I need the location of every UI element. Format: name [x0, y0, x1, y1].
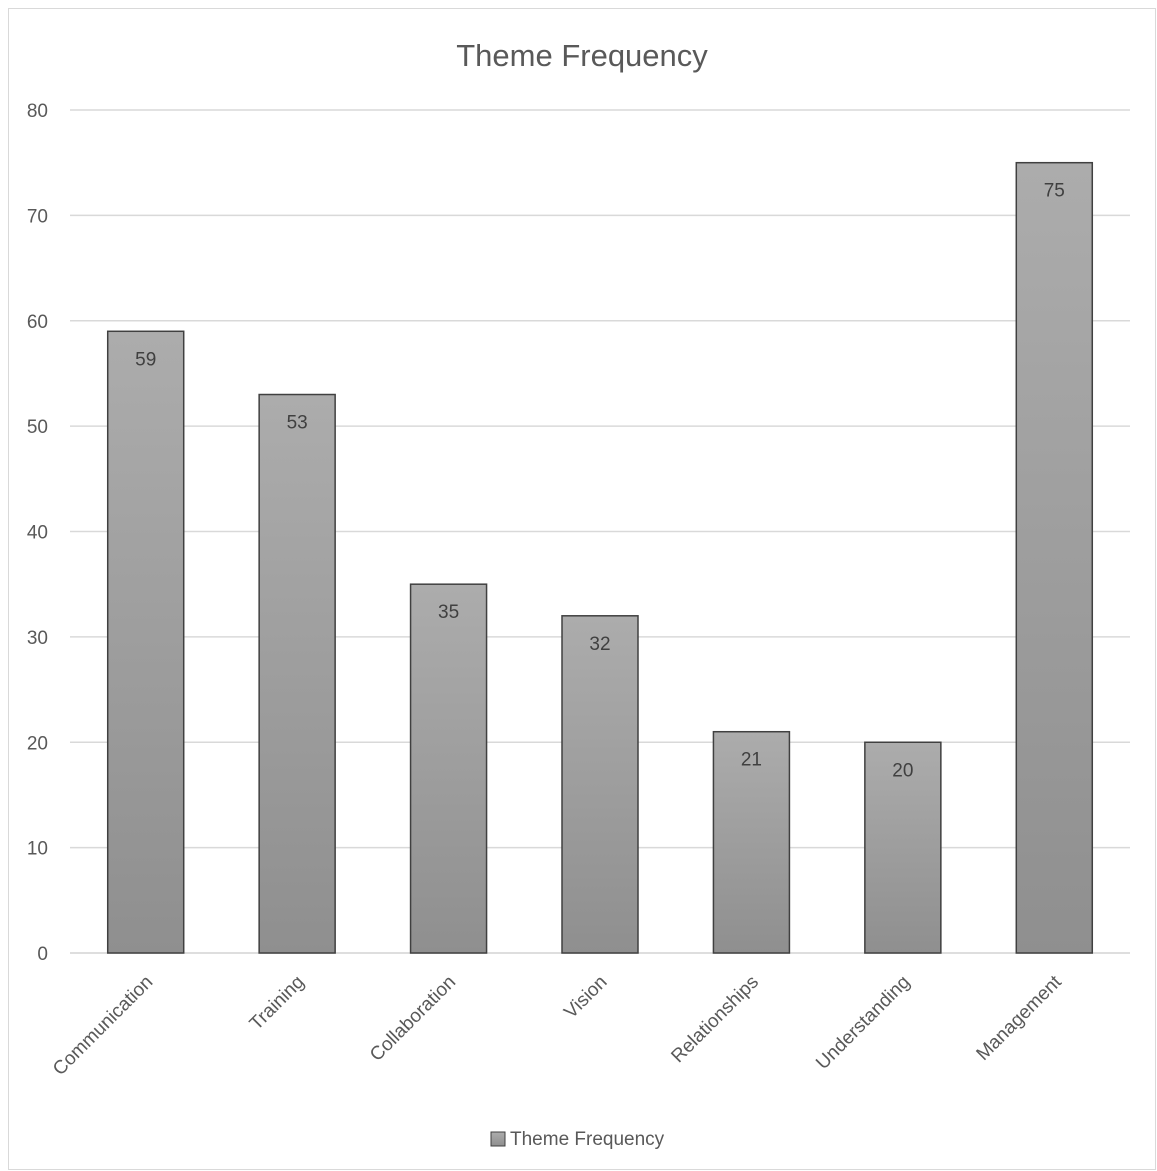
- x-axis-ticks: Communication Training Collaboration Vision…: [49, 971, 1066, 1080]
- y-tick-label: 40: [27, 523, 48, 544]
- legend-label: Theme Frequency: [510, 1129, 665, 1150]
- bar-collaboration: [409, 583, 488, 954]
- data-label-management: 75: [1044, 181, 1065, 202]
- data-label-relationships: 21: [741, 750, 762, 771]
- x-tick-label-collaboration: Collaboration: [366, 972, 460, 1066]
- x-tick-label-training: Training: [246, 972, 309, 1035]
- data-label-understanding: 20: [892, 760, 913, 781]
- x-tick-label-vision: Vision: [560, 972, 611, 1023]
- x-tick-label-management: Management: [973, 971, 1067, 1065]
- data-label-communication: 59: [135, 349, 156, 370]
- bar-understanding: [864, 741, 942, 954]
- chart-frame: [8, 8, 1156, 1170]
- bar-management: [1015, 161, 1094, 954]
- x-tick-label-communication: Communication: [49, 972, 157, 1080]
- y-tick-label: 10: [27, 839, 48, 860]
- legend: Theme Frequency: [490, 1129, 665, 1150]
- y-tick-label: 50: [27, 417, 48, 438]
- bar-communication: [106, 330, 185, 954]
- bar-training: [258, 393, 336, 954]
- y-axis-ticks: 0 10 20 30 40 50 60 70 80: [27, 101, 48, 965]
- y-tick-label: 80: [27, 101, 48, 122]
- x-tick-label-relationships: Relationships: [667, 972, 763, 1068]
- y-tick-label: 0: [37, 944, 48, 965]
- legend-swatch: [490, 1131, 506, 1147]
- y-tick-label: 70: [27, 206, 48, 227]
- bar-vision: [561, 615, 639, 954]
- data-label-collaboration: 35: [438, 602, 459, 623]
- bar-relationships: [712, 730, 791, 954]
- bars: [106, 161, 1094, 954]
- y-tick-label: 30: [27, 628, 48, 649]
- y-tick-label: 20: [27, 733, 48, 754]
- x-tick-label-understanding: Understanding: [812, 972, 914, 1074]
- data-label-vision: 32: [589, 634, 610, 655]
- y-tick-label: 60: [27, 312, 48, 333]
- data-labels: 59 53 35 32 21 20 75: [135, 181, 1065, 782]
- chart-title: Theme Frequency: [456, 38, 708, 73]
- data-label-training: 53: [287, 413, 308, 434]
